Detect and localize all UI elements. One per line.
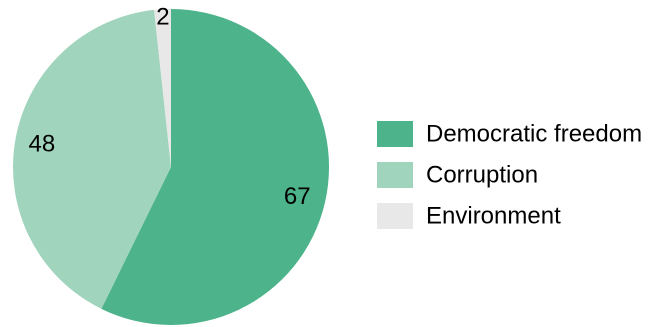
pie-slice-democratic-freedom xyxy=(101,9,330,325)
legend-label-corruption: Corruption xyxy=(426,162,538,189)
slice-label-corruption: 48 xyxy=(29,131,56,158)
slice-label-democratic-freedom: 67 xyxy=(284,183,311,210)
legend-swatch-democratic-freedom xyxy=(377,121,413,147)
legend-swatch-corruption xyxy=(377,162,413,188)
pie-slices xyxy=(13,9,330,325)
pie-slice-corruption xyxy=(13,9,171,309)
legend-label-environment: Environment xyxy=(426,203,561,230)
legend-label-democratic-freedom: Democratic freedom xyxy=(426,121,642,148)
pie-slice-labels: 67 48 2 xyxy=(29,4,311,210)
legend: Democratic freedom Corruption Environment xyxy=(377,121,642,230)
slice-label-environment: 2 xyxy=(156,4,169,31)
legend-swatch-environment xyxy=(377,203,413,229)
pie-slice-environment xyxy=(154,9,171,167)
